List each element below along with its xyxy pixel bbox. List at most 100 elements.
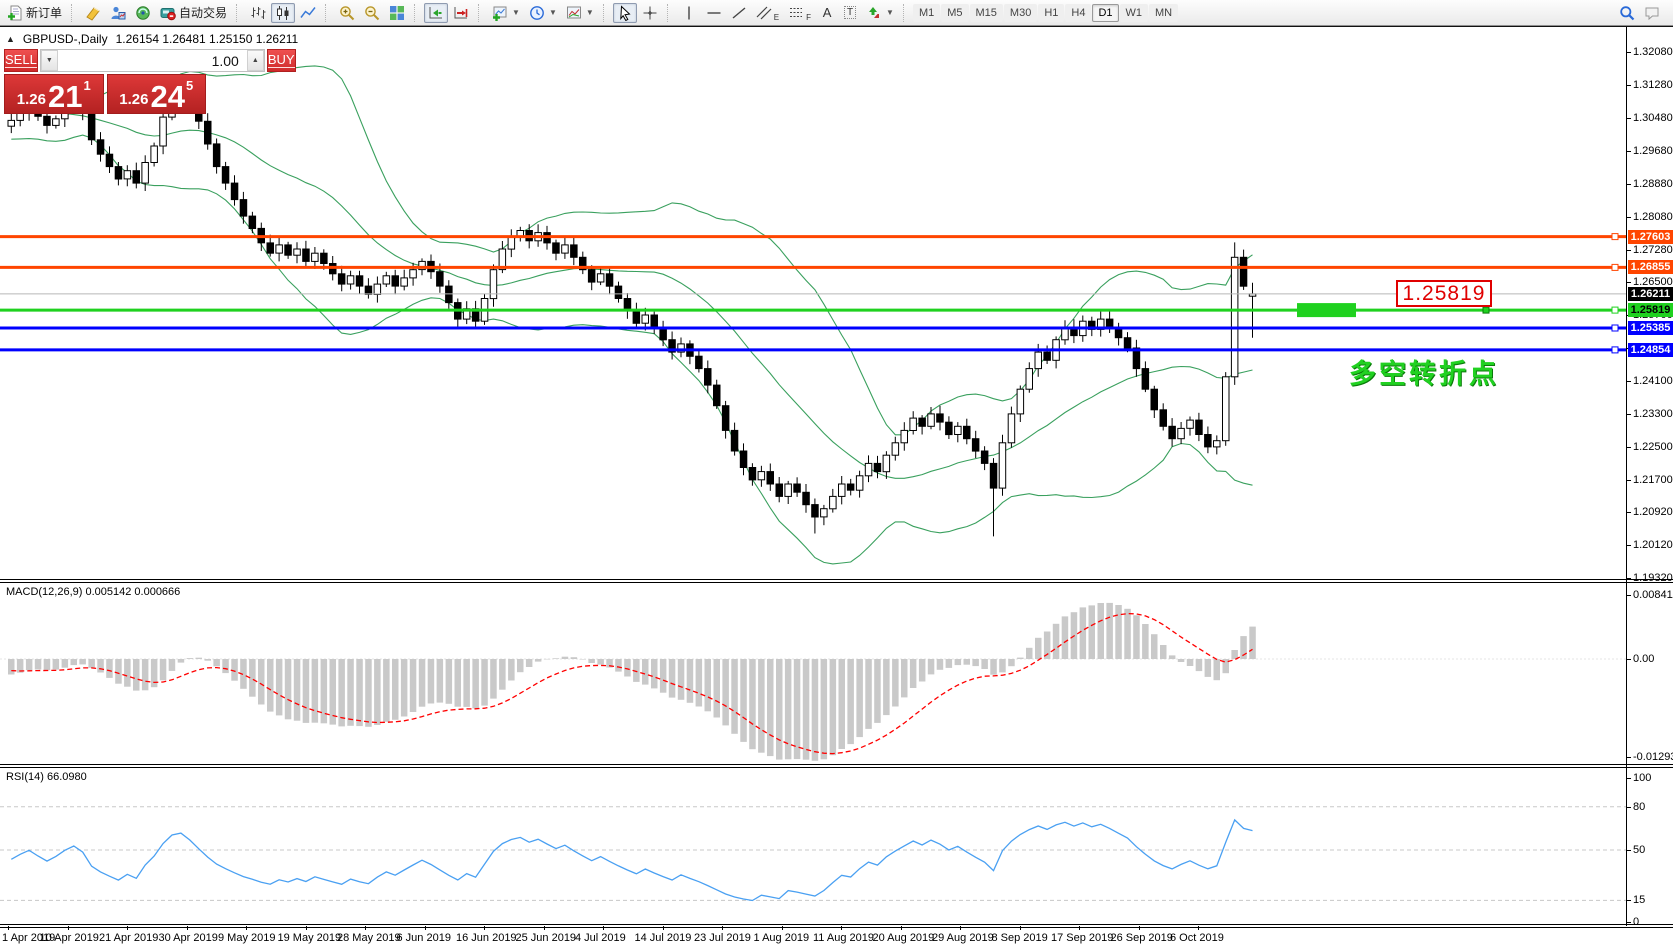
chinese-note-annotation[interactable]: 多空转折点 — [1349, 359, 1499, 389]
rsi-axis-tick — [1626, 900, 1631, 901]
ohlc-readout: 1.26154 1.26481 1.25150 1.26211 — [115, 32, 299, 46]
timeframe-m15-button[interactable]: M15 — [969, 3, 1003, 22]
rsi-panel-canvas[interactable] — [0, 768, 1626, 924]
buy-button[interactable]: BUY — [266, 49, 296, 72]
date-axis-label: 30 Apr 2019 — [158, 932, 218, 944]
date-axis-tick — [603, 926, 604, 930]
date-axis-tick — [127, 926, 128, 930]
date-axis-label: 21 Apr 2019 — [99, 932, 159, 944]
volume-increase-button[interactable]: ▲ — [246, 50, 264, 71]
date-axis-label: 23 Jul 2019 — [694, 932, 751, 944]
macd-axis-label: 0.008411 — [1633, 589, 1673, 601]
date-axis-tick — [305, 926, 307, 930]
timeframe-h4-button[interactable]: H4 — [1065, 3, 1092, 22]
date-axis-tick — [365, 926, 366, 930]
panel-separator[interactable] — [0, 924, 1673, 928]
buy-price-box[interactable]: 1.26 24 5 — [106, 74, 206, 114]
date-axis-tick — [781, 926, 783, 930]
rsi-axis-tick — [1626, 850, 1631, 851]
rsi-axis-tick — [1626, 922, 1631, 923]
new-order-label: 新订单 — [26, 6, 63, 20]
date-axis-tick — [484, 926, 485, 930]
toolbar-separator — [602, 3, 608, 22]
equidistant-channel-button[interactable]: E — [752, 3, 783, 23]
sell-price-box[interactable]: 1.26 21 1 — [4, 74, 104, 114]
timeframe-m5-button[interactable]: M5 — [941, 3, 969, 22]
chart-shift-button[interactable] — [449, 3, 473, 23]
price-axis-label: 1.20120 — [1633, 539, 1673, 551]
date-axis-tick — [1198, 926, 1199, 930]
symbol-period-label: GBPUSD-,Daily — [22, 32, 108, 46]
rsi-axis-tick — [1626, 807, 1631, 808]
date-axis-label: 28 May 2019 — [337, 932, 401, 944]
price-axis-label: 1.19320 — [1633, 572, 1673, 584]
text-tool-button[interactable]: A — [816, 3, 838, 23]
text-label-tool-button[interactable]: T — [839, 3, 861, 23]
zoom-out-button[interactable] — [360, 3, 384, 23]
price-axis-label: 1.28880 — [1633, 178, 1673, 190]
price-axis-border — [1626, 27, 1627, 926]
timeframe-m1-button[interactable]: M1 — [912, 3, 941, 22]
panel-separator[interactable] — [0, 764, 1673, 768]
line-chart-button[interactable] — [296, 3, 320, 23]
toolbar-separator — [902, 3, 908, 22]
trendline-button[interactable] — [727, 3, 751, 23]
new-chart-button[interactable]: ▼ — [488, 3, 524, 23]
autotrading-button[interactable]: 自动交易 — [156, 3, 231, 23]
sell-button[interactable]: SELL — [4, 49, 38, 72]
timeframe-w1-button[interactable]: W1 — [1119, 3, 1149, 22]
vertical-line-button[interactable] — [677, 3, 701, 23]
tile-windows-button[interactable] — [385, 3, 409, 23]
price-axis-label: 1.20920 — [1633, 506, 1673, 518]
main-chart-canvas[interactable] — [0, 27, 1626, 579]
chat-button[interactable] — [1640, 3, 1664, 23]
rsi-axis-label: 0 — [1633, 916, 1640, 928]
price-axis-label: 1.28080 — [1633, 211, 1673, 223]
panel-separator[interactable] — [0, 579, 1673, 583]
macd-panel-canvas[interactable] — [0, 583, 1626, 764]
template-button[interactable]: ▼ — [562, 3, 598, 23]
price-axis-tick — [1626, 447, 1631, 448]
timeframe-mn-button[interactable]: MN — [1149, 3, 1179, 22]
horizontal-line-button[interactable] — [702, 3, 726, 23]
date-axis-label: 29 Aug 2019 — [932, 932, 994, 944]
price-line-badge: 1.27603 — [1628, 230, 1673, 244]
price-axis-tick — [1626, 480, 1631, 481]
toolbar-separator — [71, 3, 76, 22]
price-line-badge: 1.25385 — [1628, 321, 1673, 335]
new-order-button[interactable]: 新订单 — [3, 3, 66, 23]
auto-scroll-button[interactable] — [424, 2, 449, 23]
arrows-tool-button[interactable]: ▼ — [862, 3, 898, 23]
chevron-down-icon: ▼ — [548, 8, 557, 17]
price-line-badge: 1.26855 — [1628, 260, 1673, 274]
price-axis-label: 1.30480 — [1633, 112, 1673, 124]
collapse-panel-icon[interactable]: ▲ — [6, 34, 15, 44]
price-axis-tick — [1626, 545, 1631, 546]
macd-axis-label: 0.00 — [1633, 653, 1655, 665]
timeframe-h1-button[interactable]: H1 — [1038, 3, 1065, 22]
period-dropdown-button[interactable]: ▼ — [525, 3, 561, 23]
price-axis-label: 1.26500 — [1633, 276, 1673, 288]
date-axis-label: 17 Sep 2019 — [1051, 932, 1114, 944]
channel-sub-label: E — [773, 12, 780, 22]
candlestick-chart-button[interactable] — [271, 2, 296, 23]
market-watch-button[interactable] — [106, 3, 130, 23]
search-button[interactable] — [1615, 3, 1639, 23]
volume-decrease-button[interactable]: ▼ — [40, 50, 58, 71]
price-axis-tick — [1626, 282, 1631, 283]
price-axis-tick — [1626, 151, 1631, 152]
price-axis-tick — [1626, 512, 1631, 513]
sell-price-big: 21 — [47, 79, 83, 114]
crosshair-button[interactable] — [638, 3, 662, 23]
styles-brush-button[interactable] — [81, 3, 105, 23]
fibonacci-button[interactable]: F — [784, 3, 815, 23]
volume-input[interactable] — [57, 50, 247, 71]
price-tag-annotation[interactable]: 1.25819 — [1396, 280, 1492, 307]
bar-chart-button[interactable] — [246, 3, 270, 23]
timeframe-d1-button[interactable]: D1 — [1092, 3, 1119, 22]
rsi-axis-label: 80 — [1633, 801, 1646, 813]
timeframe-m30-button[interactable]: M30 — [1003, 3, 1038, 22]
zoom-in-button[interactable] — [335, 3, 359, 23]
signals-button[interactable] — [131, 3, 155, 23]
cursor-button[interactable] — [612, 2, 637, 23]
